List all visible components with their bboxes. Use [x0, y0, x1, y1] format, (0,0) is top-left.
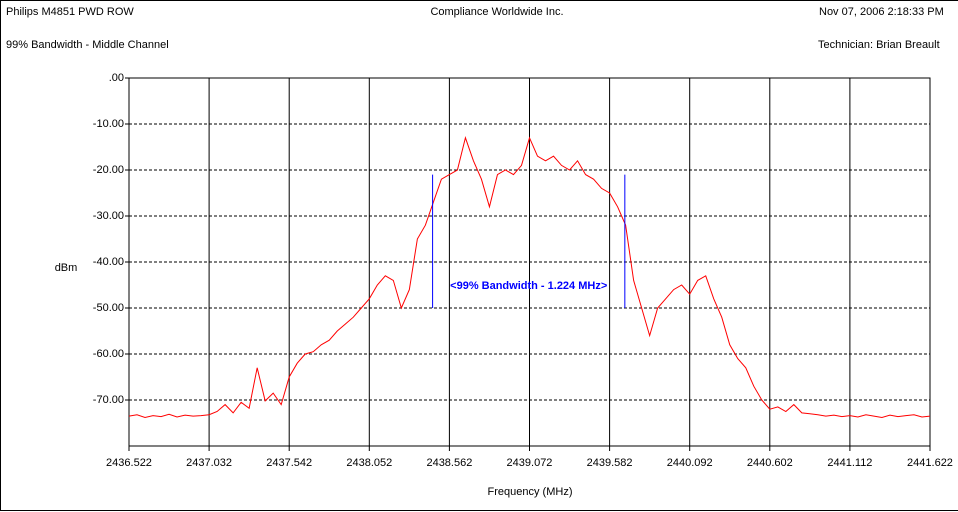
header-left: Philips M4851 PWD ROW [6, 6, 134, 18]
x-tick-label: 2439.072 [507, 457, 553, 469]
x-tick-label: 2437.542 [266, 457, 312, 469]
x-tick-label: 2437.032 [186, 457, 232, 469]
header-center: Compliance Worldwide Inc. [430, 6, 563, 18]
trace [128, 136, 931, 418]
x-tick-label: 2440.092 [667, 457, 713, 469]
x-axis-label: Frequency (MHz) [488, 486, 573, 498]
technician: Technician: Brian Breault [818, 39, 940, 51]
x-tick-label: 2441.622 [907, 457, 953, 469]
y-tick-label: -70.00 [93, 394, 124, 406]
x-tick-label: 2441.112 [827, 457, 872, 469]
y-tick-label: -20.00 [93, 164, 124, 176]
y-tick-label: -60.00 [93, 348, 124, 360]
x-tick-label: 2439.582 [587, 457, 633, 469]
x-tick-label: 2438.562 [426, 457, 472, 469]
y-tick-label: -10.00 [93, 118, 124, 130]
y-tick-label: -40.00 [93, 256, 124, 268]
header-right: Nov 07, 2006 2:18:33 PM [819, 6, 944, 18]
x-tick-label: 2438.052 [346, 457, 392, 469]
x-tick-label: 2440.602 [747, 457, 793, 469]
subtitle: 99% Bandwidth - Middle Channel [6, 39, 169, 51]
y-tick-label: -50.00 [93, 302, 124, 314]
y-tick-label: -30.00 [93, 210, 124, 222]
y-tick-label: .00 [109, 72, 124, 84]
x-tick-label: 2436.522 [106, 457, 152, 469]
bandwidth-label: <99% Bandwidth - 1.224 MHz> [450, 280, 607, 292]
y-axis-label: dBm [55, 262, 78, 274]
